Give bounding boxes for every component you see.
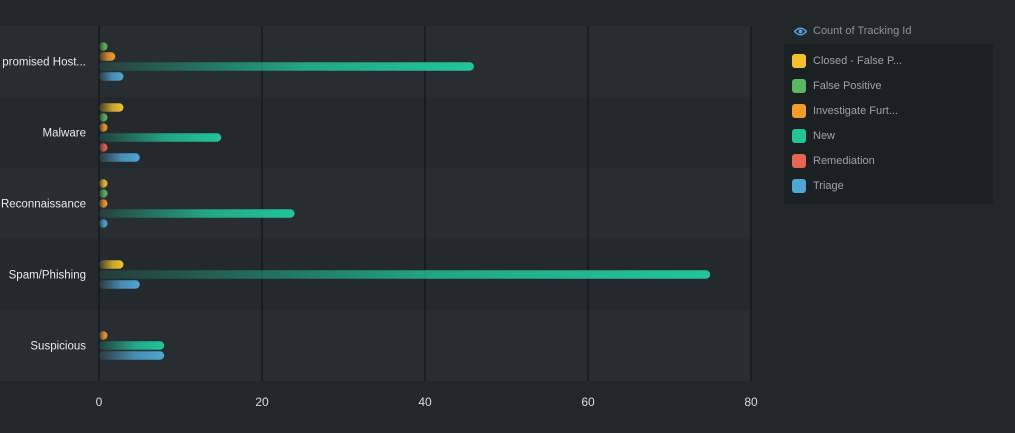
legend-swatch: [792, 153, 806, 168]
legend-items: Closed - False P... False Positive Investi…: [784, 44, 993, 204]
bar-investigate-furt[interactable]: [99, 331, 108, 340]
bar-closed-false-p[interactable]: [99, 179, 108, 188]
legend-item[interactable]: Remediation: [784, 148, 993, 173]
category-label: Suspicious: [30, 341, 86, 353]
bar-investigate-furt[interactable]: [99, 52, 116, 61]
eye-icon[interactable]: [794, 27, 807, 36]
bar-false-positive[interactable]: [99, 42, 108, 51]
category-label: Spam/Phishing: [9, 270, 86, 282]
legend-item[interactable]: New: [784, 123, 993, 148]
legend-label: Remediation: [813, 154, 875, 167]
legend-swatch: [792, 53, 806, 68]
bar-triage[interactable]: [99, 351, 165, 360]
legend-label: Investigate Furt...: [813, 104, 898, 117]
bar-new[interactable]: [99, 62, 474, 71]
bar-new[interactable]: [99, 341, 165, 350]
legend-label: New: [813, 129, 836, 142]
bar-triage[interactable]: [99, 219, 108, 228]
bar-closed-false-p[interactable]: [99, 260, 124, 269]
legend-swatch: [792, 128, 806, 143]
bar-new[interactable]: [99, 270, 711, 279]
legend-item[interactable]: False Positive: [784, 73, 993, 98]
bar-closed-false-p[interactable]: [99, 103, 124, 112]
category-band: [0, 26, 751, 97]
legend-label: False Positive: [813, 79, 882, 92]
x-tick-label: 40: [418, 395, 432, 409]
legend-swatch: [792, 78, 806, 93]
bar-false-positive[interactable]: [99, 113, 108, 122]
legend-item[interactable]: Closed - False P...: [784, 48, 993, 73]
category-labels: promised Host... Malware Reconnaissance Spa…: [1, 57, 86, 353]
category-band: [0, 168, 751, 239]
category-label: promised Host...: [2, 57, 86, 69]
legend-title: Count of Tracking Id: [813, 25, 912, 37]
x-tick-label: 80: [744, 395, 758, 409]
bar-investigate-furt[interactable]: [99, 199, 108, 208]
legend: Count of Tracking Id Closed - False P...…: [784, 20, 993, 204]
bars: [99, 42, 711, 360]
category-label: Reconnaissance: [1, 199, 86, 211]
legend-swatch: [792, 178, 806, 193]
bar-new[interactable]: [99, 209, 295, 218]
bar-triage[interactable]: [99, 72, 124, 81]
x-tick-labels: 0 20 40 60 80: [96, 395, 758, 409]
bar-triage[interactable]: [99, 153, 140, 162]
bar-false-positive[interactable]: [99, 189, 108, 198]
legend-label: Closed - False P...: [813, 54, 903, 67]
x-tick-label: 0: [96, 395, 103, 409]
bar-investigate-furt[interactable]: [99, 123, 108, 132]
bar-triage[interactable]: [99, 280, 140, 289]
legend-item[interactable]: Investigate Furt...: [784, 98, 993, 123]
category-label: Malware: [43, 128, 86, 140]
bar-remediation[interactable]: [99, 143, 108, 152]
legend-swatch: [792, 103, 806, 118]
legend-label: Triage: [813, 179, 844, 192]
x-tick-label: 20: [255, 395, 269, 409]
legend-header[interactable]: Count of Tracking Id: [784, 20, 993, 42]
x-tick-label: 60: [581, 395, 595, 409]
legend-item[interactable]: Triage: [784, 173, 993, 198]
bar-new[interactable]: [99, 133, 222, 142]
